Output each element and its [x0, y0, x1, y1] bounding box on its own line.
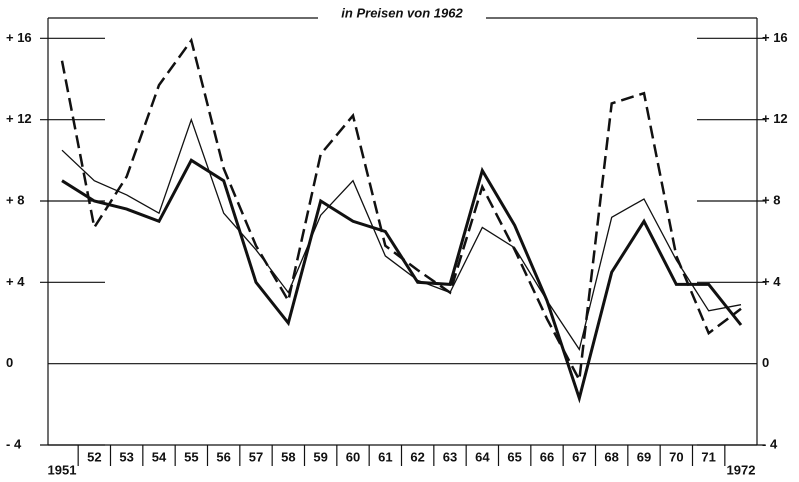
y2-tick-label: 0	[762, 355, 769, 370]
x-tick-label: 56	[216, 449, 230, 464]
y2-tick-label: + 4	[762, 274, 781, 289]
x-tick-label: 70	[669, 449, 683, 464]
x-tick-label: 55	[184, 449, 198, 464]
data-line	[60, 37, 742, 385]
y2-tick-label: + 16	[762, 30, 788, 45]
x-tick-label: 62	[410, 449, 424, 464]
chart-title: in Preisen von 1962	[341, 5, 463, 20]
x-tick-label: 64	[475, 449, 490, 464]
x-tick-label: 57	[249, 449, 263, 464]
title-background	[318, 6, 486, 28]
x-tick-label: 53	[119, 449, 133, 464]
data-line	[61, 158, 743, 404]
y2-tick-label: + 8	[762, 192, 780, 207]
x-tick-label: 69	[637, 449, 651, 464]
x-tick-label: 65	[507, 449, 521, 464]
x-tick-label: 1972	[727, 462, 756, 477]
x-tick-label: 58	[281, 449, 295, 464]
x-tick-label: 59	[313, 449, 327, 464]
x-tick-label: 60	[346, 449, 360, 464]
x-tick-label: 1951	[48, 462, 77, 477]
x-tick-label: 54	[152, 449, 167, 464]
x-tick-label: 71	[701, 449, 715, 464]
x-tick-label: 66	[540, 449, 554, 464]
y-tick-label: - 4	[6, 436, 22, 451]
y-tick-label: + 8	[6, 192, 24, 207]
y-tick-label: + 4	[6, 274, 25, 289]
x-tick-label: 67	[572, 449, 586, 464]
x-tick-label: 61	[378, 449, 392, 464]
x-tick-label: 68	[604, 449, 618, 464]
y-tick-label: + 12	[6, 111, 32, 126]
y-tick-label: 0	[6, 355, 13, 370]
y-tick-label: + 16	[6, 30, 32, 45]
data-line	[61, 117, 742, 351]
y2-tick-label: + 12	[762, 111, 788, 126]
x-tick-label: 63	[443, 449, 457, 464]
y2-tick-label: - 4	[762, 436, 778, 451]
x-tick-label: 52	[87, 449, 101, 464]
